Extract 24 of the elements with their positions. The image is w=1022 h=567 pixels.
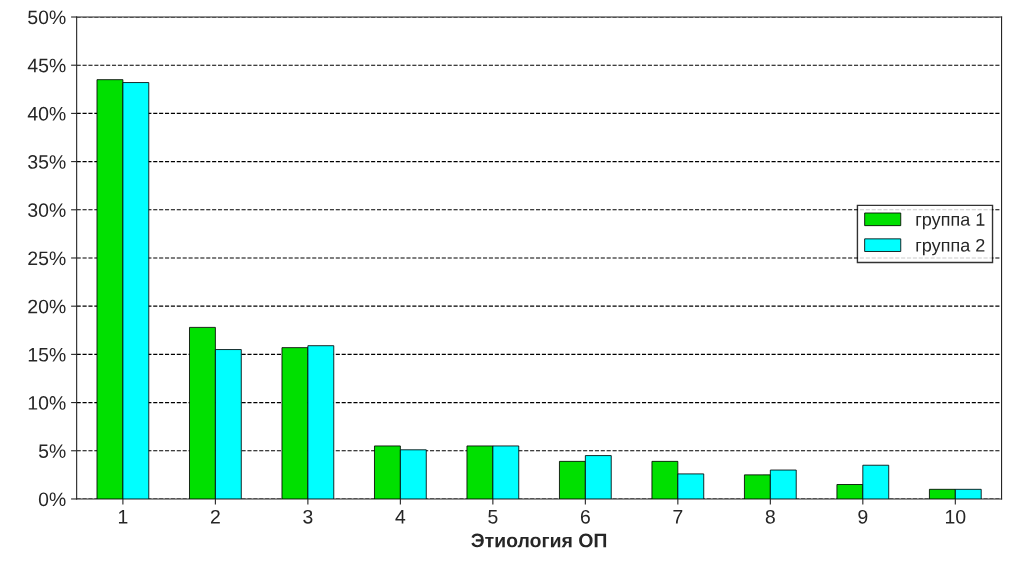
y-tick-label: 25% (28, 251, 66, 266)
y-tick-label: 40% (27, 106, 66, 121)
x-tick-label: 2 (210, 509, 220, 524)
y-tick-label: 50% (28, 10, 66, 25)
y-tick-label: 35% (28, 155, 66, 169)
x-tick-label: 5 (488, 510, 498, 524)
x-axis-title: Этиология ОП (471, 533, 607, 548)
y-tick-label: 20% (28, 299, 66, 314)
x-tick-label: 1 (118, 510, 128, 524)
x-tick-label: 10 (945, 509, 966, 524)
x-tick-label: 4 (395, 510, 406, 524)
y-tick-label: 15% (28, 347, 66, 362)
x-tick-label: 8 (765, 509, 775, 524)
x-tick-label: 9 (858, 509, 868, 524)
y-tick-label: 5% (38, 444, 66, 458)
legend-label: группа 2 (916, 238, 985, 256)
x-tick-label: 7 (673, 510, 683, 524)
x-tick-label: 3 (303, 509, 313, 524)
legend-label: группа 1 (916, 213, 985, 230)
y-tick-label: 30% (28, 203, 66, 218)
y-tick-label: 10% (28, 396, 66, 410)
y-tick-label: 45% (27, 58, 66, 73)
y-tick-label: 0% (38, 492, 66, 507)
x-tick-label: 6 (580, 509, 590, 524)
